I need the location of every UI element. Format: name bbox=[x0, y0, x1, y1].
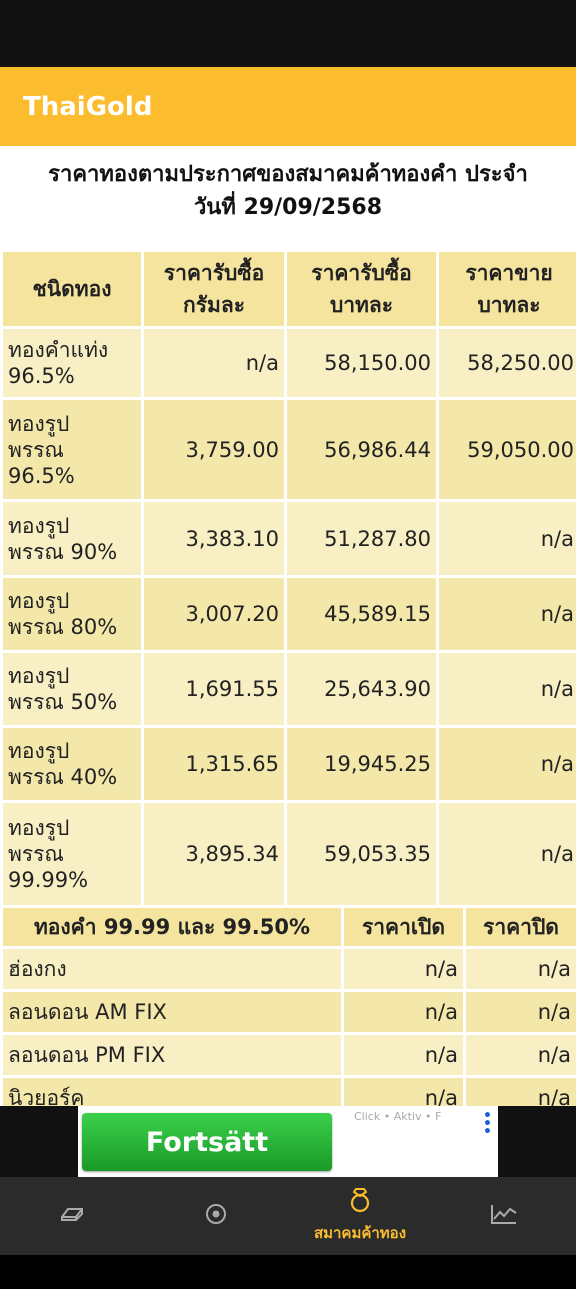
nav-item-gold-bar[interactable] bbox=[0, 1177, 144, 1255]
heading-line-2: วันที่ 29/09/2568 bbox=[193, 195, 383, 220]
table-row: นิวยอร์ค n/a n/a bbox=[3, 1078, 576, 1106]
close-price: n/a bbox=[466, 1078, 576, 1106]
nav-label-association: สมาคมค้าทอง bbox=[313, 1224, 407, 1242]
target-icon bbox=[204, 1202, 228, 1230]
table-row: ทองรูป พรรณ 99.99% 3,895.34 59,053.35 n/a bbox=[3, 803, 576, 905]
market-name: ลอนดอน PM FIX bbox=[3, 1035, 341, 1075]
ad-continue-button[interactable]: Fortsätt bbox=[82, 1113, 332, 1171]
market-name: ฮ่องกง bbox=[3, 949, 341, 989]
nav-item-target[interactable] bbox=[144, 1177, 288, 1255]
gold-type: ทองรูป พรรณ 50% bbox=[3, 653, 141, 725]
buy-gram-value: 3,383.10 bbox=[144, 502, 284, 575]
close-price: n/a bbox=[466, 1035, 576, 1075]
close-price: n/a bbox=[466, 949, 576, 989]
nav-item-chart[interactable] bbox=[432, 1177, 576, 1255]
gold-type: ทองรูป พรรณ 80% bbox=[3, 578, 141, 650]
col-header-close: ราคาปิด bbox=[466, 908, 576, 946]
ad-options-icon[interactable]: • • • bbox=[483, 1108, 492, 1140]
sell-baht-value: n/a bbox=[439, 653, 576, 725]
sell-baht-value: 58,250.00 bbox=[439, 329, 576, 397]
market-name: ลอนดอน AM FIX bbox=[3, 992, 341, 1032]
ad-content[interactable]: Fortsätt Click • Aktiv • F • • • bbox=[78, 1106, 498, 1177]
buy-gram-value: n/a bbox=[144, 329, 284, 397]
gold-type: ทองรูป พรรณ 99.99% bbox=[3, 803, 141, 905]
buy-baht-value: 25,643.90 bbox=[287, 653, 436, 725]
table-row: ทองรูป พรรณ 96.5% 3,759.00 56,986.44 59,05… bbox=[3, 400, 576, 499]
bottom-navigation: สมาคมค้าทอง bbox=[0, 1177, 576, 1255]
gold-type: ทองคำแท่ง 96.5% bbox=[3, 329, 141, 397]
table-row: ทองรูป พรรณ 80% 3,007.20 45,589.15 n/a bbox=[3, 578, 576, 650]
page-heading: ราคาทองตามประกาศของสมาคมค้าทองคำ ประจำ ว… bbox=[0, 146, 576, 249]
buy-baht-value: 19,945.25 bbox=[287, 728, 436, 800]
table-row: ทองรูป พรรณ 50% 1,691.55 25,643.90 n/a bbox=[3, 653, 576, 725]
col-header-sell-baht: ราคาขาย บาทละ bbox=[439, 252, 576, 326]
buy-gram-value: 1,315.65 bbox=[144, 728, 284, 800]
sell-baht-value: n/a bbox=[439, 803, 576, 905]
ad-side-text: Click • Aktiv • F bbox=[354, 1110, 442, 1123]
close-price: n/a bbox=[466, 992, 576, 1032]
open-price: n/a bbox=[344, 992, 463, 1032]
table-row: ทองรูป พรรณ 90% 3,383.10 51,287.80 n/a bbox=[3, 502, 576, 575]
buy-baht-value: 58,150.00 bbox=[287, 329, 436, 397]
world-price-table: ทองคำ 99.99 และ 99.50% ราคาเปิด ราคาปิด … bbox=[0, 905, 576, 1106]
market-name: นิวยอร์ค bbox=[3, 1078, 341, 1106]
buy-gram-value: 1,691.55 bbox=[144, 653, 284, 725]
open-price: n/a bbox=[344, 1035, 463, 1075]
status-bar bbox=[0, 0, 576, 67]
buy-baht-value: 56,986.44 bbox=[287, 400, 436, 499]
gold-price-table: ชนิดทอง ราคารับซื้อ กรัมละ ราคารับซื้อ บาท… bbox=[0, 249, 576, 908]
table-row: ลอนดอน PM FIX n/a n/a bbox=[3, 1035, 576, 1075]
buy-baht-value: 59,053.35 bbox=[287, 803, 436, 905]
ad-banner: Fortsätt Click • Aktiv • F • • • bbox=[0, 1106, 576, 1177]
main-content[interactable]: ราคาทองตามประกาศของสมาคมค้าทองคำ ประจำ ว… bbox=[0, 146, 576, 1106]
system-nav-bar bbox=[0, 1255, 576, 1289]
open-price: n/a bbox=[344, 949, 463, 989]
gold-bar-icon bbox=[59, 1205, 85, 1227]
ring-icon bbox=[348, 1187, 372, 1217]
gold-type: ทองรูป พรรณ 96.5% bbox=[3, 400, 141, 499]
col-header-buy-baht: ราคารับซื้อ บาทละ bbox=[287, 252, 436, 326]
nav-item-association[interactable]: สมาคมค้าทอง bbox=[288, 1177, 432, 1255]
chart-line-icon bbox=[490, 1203, 518, 1229]
sell-baht-value: n/a bbox=[439, 728, 576, 800]
col-header-gold: ทองคำ 99.99 และ 99.50% bbox=[3, 908, 341, 946]
heading-line-1: ราคาทองตามประกาศของสมาคมค้าทองคำ ประจำ bbox=[48, 162, 528, 187]
app-title: ThaiGold bbox=[23, 91, 153, 122]
app-bar: ThaiGold bbox=[0, 67, 576, 146]
table-row: ทองรูป พรรณ 40% 1,315.65 19,945.25 n/a bbox=[3, 728, 576, 800]
gold-type: ทองรูป พรรณ 40% bbox=[3, 728, 141, 800]
buy-baht-value: 51,287.80 bbox=[287, 502, 436, 575]
table-row: ลอนดอน AM FIX n/a n/a bbox=[3, 992, 576, 1032]
col-header-type: ชนิดทอง bbox=[3, 252, 141, 326]
gold-type: ทองรูป พรรณ 90% bbox=[3, 502, 141, 575]
sell-baht-value: n/a bbox=[439, 502, 576, 575]
buy-gram-value: 3,007.20 bbox=[144, 578, 284, 650]
col-header-open: ราคาเปิด bbox=[344, 908, 463, 946]
buy-gram-value: 3,895.34 bbox=[144, 803, 284, 905]
buy-gram-value: 3,759.00 bbox=[144, 400, 284, 499]
sell-baht-value: 59,050.00 bbox=[439, 400, 576, 499]
open-price: n/a bbox=[344, 1078, 463, 1106]
sell-baht-value: n/a bbox=[439, 578, 576, 650]
table-row: ทองคำแท่ง 96.5% n/a 58,150.00 58,250.00 bbox=[3, 329, 576, 397]
buy-baht-value: 45,589.15 bbox=[287, 578, 436, 650]
table-row: ฮ่องกง n/a n/a bbox=[3, 949, 576, 989]
col-header-buy-gram: ราคารับซื้อ กรัมละ bbox=[144, 252, 284, 326]
